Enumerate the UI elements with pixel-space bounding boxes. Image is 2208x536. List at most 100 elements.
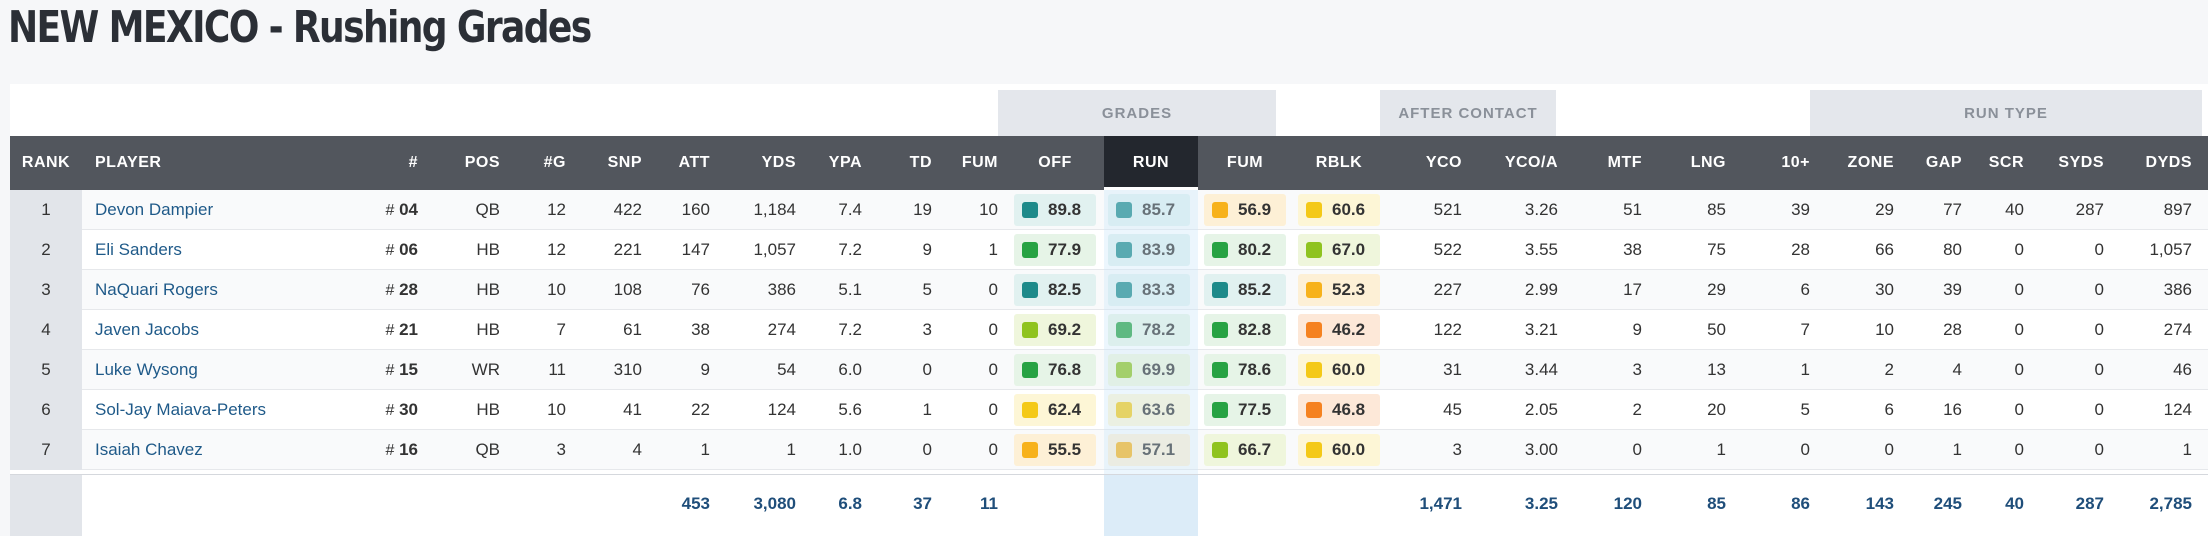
cell-syds: 287	[2075, 200, 2104, 219]
cell-ten: 7	[1800, 320, 1810, 339]
cell-scr: 0	[2014, 440, 2024, 459]
cell-scr: 0	[2014, 360, 2024, 379]
jersey-number: 15	[399, 360, 418, 379]
header-number[interactable]: #	[408, 154, 418, 171]
grade-color-swatch	[1212, 242, 1228, 258]
cell-pos: HB	[476, 400, 500, 419]
cell-fum: 0	[988, 280, 998, 299]
player-name-link[interactable]: NaQuari Rogers	[95, 280, 218, 299]
cell-snp: 310	[613, 360, 642, 379]
cell-scr: 0	[2014, 280, 2024, 299]
grade-off-value: 76.8	[1048, 360, 1082, 379]
grade-fumg: 80.2	[1204, 234, 1286, 266]
player-name-link[interactable]: Luke Wysong	[95, 360, 198, 379]
grade-fumg: 66.7	[1204, 434, 1286, 466]
header-snp[interactable]: SNP	[607, 154, 642, 171]
header-rank[interactable]: RANK	[21, 154, 71, 171]
header-yco[interactable]: YCO	[1425, 154, 1462, 171]
cell-yco_a: 3.21	[1524, 320, 1558, 339]
cell-yco: 227	[1433, 280, 1462, 299]
grade-run-value: 69.9	[1142, 360, 1176, 379]
grade-color-swatch	[1306, 282, 1322, 298]
header-td[interactable]: TD	[909, 154, 932, 171]
grade-run-value: 63.6	[1142, 400, 1176, 419]
header-syds[interactable]: SYDS	[2058, 154, 2104, 171]
player-name-link[interactable]: Isaiah Chavez	[95, 440, 203, 459]
cell-lng: 50	[1707, 320, 1726, 339]
cell-snp: 61	[623, 320, 642, 339]
cell-syds: 0	[2094, 400, 2104, 419]
header-zone[interactable]: ZONE	[1847, 154, 1894, 171]
header-lng[interactable]: LNG	[1690, 154, 1726, 171]
cell-yco: 3	[1452, 440, 1462, 459]
player-name-link[interactable]: Devon Dampier	[95, 200, 214, 219]
header-mtf[interactable]: MTF	[1607, 154, 1642, 171]
header-off-grade[interactable]: OFF	[1038, 154, 1072, 171]
rank-cell: 2	[10, 230, 82, 270]
grade-color-swatch	[1116, 442, 1132, 458]
grade-rblk: 52.3	[1298, 274, 1380, 306]
cell-snp: 422	[613, 200, 642, 219]
cell-scr: 0	[2014, 320, 2024, 339]
table-row: 5 Luke Wysong # 15 WR 11 310 9 54 6.0 0 0 76.8 69.9 7…	[10, 350, 2208, 390]
header-yds[interactable]: YDS	[761, 154, 796, 171]
rank-cell: 6	[10, 390, 82, 430]
header-rblk-grade[interactable]: RBLK	[1315, 154, 1363, 171]
cell-yco_a: 3.44	[1524, 360, 1558, 379]
header-pos[interactable]: POS	[464, 154, 500, 171]
cell-gap: 16	[1943, 400, 1962, 419]
header-ypa[interactable]: YPA	[828, 154, 862, 171]
cell-ten: 39	[1791, 200, 1810, 219]
cell-mtf: 17	[1623, 280, 1642, 299]
header-dyds[interactable]: DYDS	[2145, 154, 2192, 171]
cell-ten: 28	[1791, 240, 1810, 259]
grade-off: 89.8	[1014, 194, 1096, 226]
grade-run: 83.3	[1108, 274, 1190, 306]
total-run-highlight	[1104, 475, 1198, 536]
player-name-link[interactable]: Javen Jacobs	[95, 320, 199, 339]
header-games[interactable]: #G	[543, 154, 566, 171]
total-yco-a: 3.25	[1524, 494, 1558, 513]
jersey-number-cell: # 04	[330, 190, 418, 230]
grade-rblk: 46.2	[1298, 314, 1380, 346]
cell-lng: 1	[1716, 440, 1726, 459]
grade-off-value: 55.5	[1048, 440, 1082, 459]
cell-scr: 0	[2014, 240, 2024, 259]
header-yco-a[interactable]: YCO/A	[1504, 154, 1558, 171]
total-mtf: 120	[1613, 494, 1642, 513]
cell-ypa: 5.1	[838, 280, 862, 299]
cell-lng: 20	[1707, 400, 1726, 419]
grade-run: 83.9	[1108, 234, 1190, 266]
grade-off: 76.8	[1014, 354, 1096, 386]
table-row: 4 Javen Jacobs # 21 HB 7 61 38 274 7.2 3 0 69.2 78.2…	[10, 310, 2208, 350]
cell-yco: 521	[1433, 200, 1462, 219]
header-scr[interactable]: SCR	[1988, 154, 2024, 171]
jersey-hash: #	[385, 362, 395, 379]
cell-syds: 0	[2094, 440, 2104, 459]
cell-zone: 66	[1875, 240, 1894, 259]
cell-fum: 0	[988, 360, 998, 379]
header-ten-plus[interactable]: 10+	[1781, 154, 1810, 171]
cell-syds: 0	[2094, 240, 2104, 259]
player-name-link[interactable]: Sol-Jay Maiava-Peters	[95, 400, 267, 419]
cell-g: 12	[547, 240, 566, 259]
total-zone: 143	[1865, 494, 1894, 513]
cell-zone: 0	[1884, 440, 1894, 459]
header-fum-grade[interactable]: FUM	[1226, 154, 1264, 171]
grade-fumg-value: 78.6	[1238, 360, 1272, 379]
header-fum[interactable]: FUM	[961, 154, 998, 171]
cell-yco: 122	[1433, 320, 1462, 339]
cell-mtf: 2	[1632, 400, 1642, 419]
header-row: RANK PLAYER # POS #G SNP ATT YDS YPA TD …	[10, 136, 2208, 190]
header-player[interactable]: PLAYER	[95, 154, 162, 171]
cell-pos: HB	[476, 280, 500, 299]
grade-run: 69.9	[1108, 354, 1190, 386]
cell-pos: HB	[476, 320, 500, 339]
cell-gap: 80	[1943, 240, 1962, 259]
player-name-link[interactable]: Eli Sanders	[95, 240, 182, 259]
cell-lng: 75	[1707, 240, 1726, 259]
header-att[interactable]: ATT	[678, 154, 710, 171]
header-gap[interactable]: GAP	[1925, 154, 1962, 171]
header-run-grade[interactable]: RUN	[1104, 136, 1198, 190]
total-gap: 245	[1933, 494, 1962, 513]
